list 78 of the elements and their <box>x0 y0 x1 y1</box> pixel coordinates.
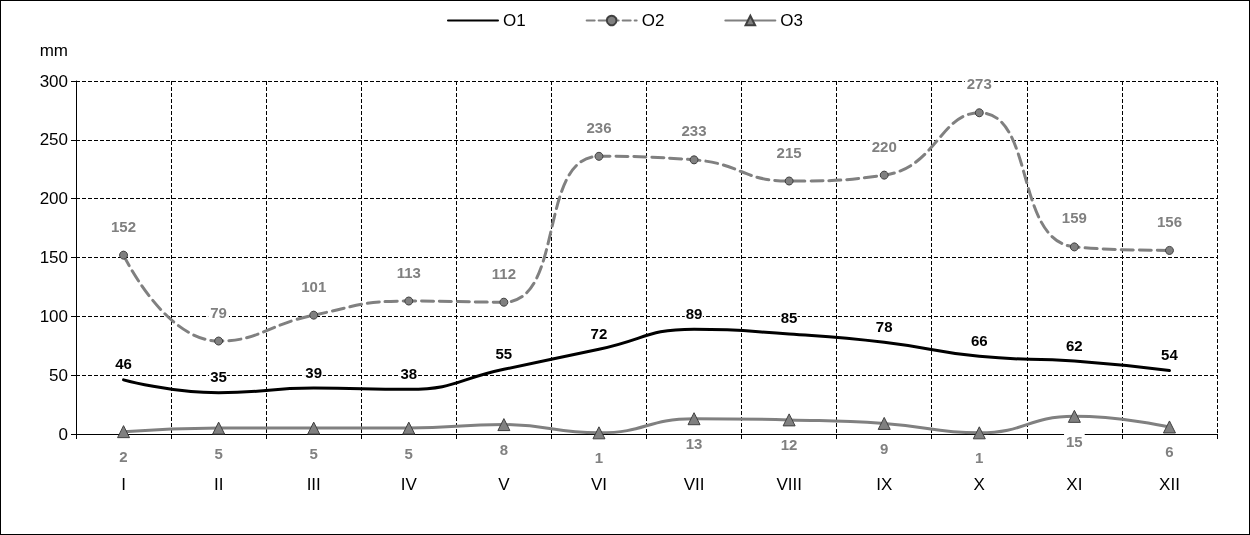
point <box>307 421 321 435</box>
point <box>782 413 796 427</box>
data-label: 5 <box>309 444 318 462</box>
data-label: 215 <box>776 143 802 161</box>
point <box>879 170 889 180</box>
point <box>1067 409 1081 423</box>
y-tick-label: 100 <box>39 306 68 326</box>
x-tick-label: XII <box>1159 475 1180 494</box>
data-label: 6 <box>1165 443 1174 461</box>
point <box>499 297 509 307</box>
legend-label: O2 <box>641 11 665 30</box>
data-label: 12 <box>780 436 798 454</box>
point <box>117 425 131 439</box>
data-label: 72 <box>590 324 608 342</box>
data-label: 113 <box>396 263 421 281</box>
data-label: 9 <box>880 439 889 457</box>
data-label: 273 <box>966 75 992 93</box>
legend-label: O3 <box>780 11 804 30</box>
y-tick-label: 200 <box>39 189 68 209</box>
x-tick-label: IX <box>876 475 893 494</box>
data-label: 55 <box>495 344 513 362</box>
y-tick-label: 50 <box>49 365 68 385</box>
point <box>214 336 224 346</box>
x-tick-label: X <box>973 475 985 494</box>
y-axis-title: mm <box>39 41 68 60</box>
data-label: 15 <box>1066 432 1083 450</box>
point <box>689 155 699 165</box>
point <box>784 176 794 186</box>
point <box>687 412 701 426</box>
data-label: 156 <box>1156 212 1182 230</box>
x-tick-label: XI <box>1066 475 1083 494</box>
data-label: 5 <box>404 444 413 462</box>
data-label: 66 <box>970 331 988 349</box>
data-label: 233 <box>681 122 707 140</box>
x-tick-label: VII <box>683 475 705 494</box>
point <box>119 250 129 260</box>
point <box>402 421 416 435</box>
x-tick-label: III <box>306 475 321 494</box>
data-label: 1 <box>594 449 604 467</box>
data-label: 1 <box>975 449 984 467</box>
data-label: 101 <box>301 277 327 295</box>
x-tick-label: VIII <box>776 475 802 494</box>
point <box>972 426 986 440</box>
point <box>1069 242 1079 252</box>
y-tick-label: 150 <box>39 248 68 267</box>
data-label: 236 <box>586 118 612 136</box>
y-tick-label: 300 <box>39 71 68 91</box>
data-label: 62 <box>1066 336 1083 354</box>
x-tick-label: II <box>213 475 224 494</box>
x-tick-label: I <box>121 475 126 494</box>
data-label: 8 <box>499 441 509 459</box>
point <box>1162 420 1176 434</box>
x-tick-label: IV <box>400 475 418 494</box>
data-label: 2 <box>119 448 128 466</box>
point <box>497 418 511 432</box>
point <box>877 416 891 430</box>
data-label: 54 <box>1161 345 1179 363</box>
data-label: 152 <box>111 217 137 235</box>
data-label: 13 <box>685 435 703 453</box>
data-label: 112 <box>491 264 516 282</box>
data-label: 159 <box>1061 209 1087 227</box>
point <box>309 310 319 320</box>
data-label: 78 <box>875 317 893 335</box>
x-tick-label: V <box>498 475 511 494</box>
legend-label: O1 <box>502 11 526 30</box>
data-label: 46 <box>115 355 132 373</box>
point <box>404 296 414 306</box>
point <box>974 108 984 118</box>
point <box>592 426 606 440</box>
y-tick-label: 250 <box>39 130 68 150</box>
point <box>1164 245 1174 255</box>
point <box>594 151 604 161</box>
point <box>212 421 226 435</box>
data-label: 79 <box>210 303 227 321</box>
data-label: 5 <box>214 444 223 462</box>
x-tick-label: VI <box>590 475 607 494</box>
y-tick-label: 0 <box>58 424 68 444</box>
data-label: 220 <box>871 137 897 155</box>
